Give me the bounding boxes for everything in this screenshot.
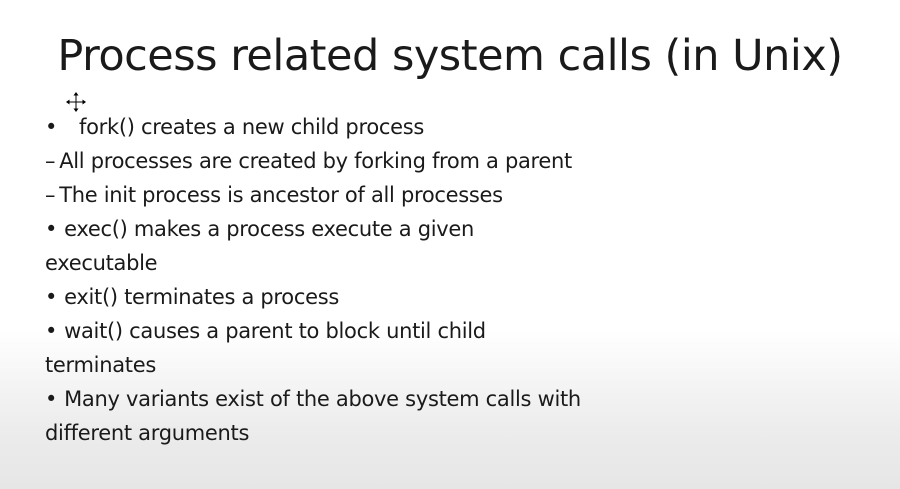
dash-marker: – <box>45 183 56 207</box>
move-cursor-icon <box>66 92 86 112</box>
list-item-text: wait() causes a parent to block until ch… <box>64 319 486 343</box>
list-item-text: Many variants exist of the above system … <box>64 387 581 411</box>
list-item: • exec() makes a process execute a given <box>45 212 685 246</box>
list-item: • Many variants exist of the above syste… <box>45 382 685 416</box>
list-item: • wait() causes a parent to block until … <box>45 314 685 348</box>
list-item-text: exec() makes a process execute a given <box>64 217 475 241</box>
bullet-marker: • <box>45 319 58 343</box>
bullet-marker: • <box>45 387 58 411</box>
list-item: – The init process is ancestor of all pr… <box>45 178 685 212</box>
list-item: • fork() creates a new child process <box>45 110 685 144</box>
list-item: – All processes are created by forking f… <box>45 144 685 178</box>
bullet-marker: • <box>45 217 58 241</box>
dash-marker: – <box>45 149 56 173</box>
list-item-continuation: terminates <box>45 348 685 382</box>
list-item-continuation: executable <box>45 246 685 280</box>
list-item-text: terminates <box>45 353 156 377</box>
slide-title: Process related system calls (in Unix) <box>57 31 843 81</box>
list-item-text: executable <box>45 251 158 275</box>
list-item-text: exit() terminates a process <box>64 285 340 309</box>
list-item-continuation: different arguments <box>45 416 685 450</box>
bullet-list: • fork() creates a new child process – A… <box>45 110 685 450</box>
list-item-text: All processes are created by forking fro… <box>59 149 572 173</box>
list-item-text: fork() creates a new child process <box>79 115 425 139</box>
list-item-text: The init process is ancestor of all proc… <box>59 183 503 207</box>
bullet-marker: • <box>45 115 58 139</box>
list-item: • exit() terminates a process <box>45 280 685 314</box>
list-item-text: different arguments <box>45 421 250 445</box>
bullet-marker: • <box>45 285 58 309</box>
